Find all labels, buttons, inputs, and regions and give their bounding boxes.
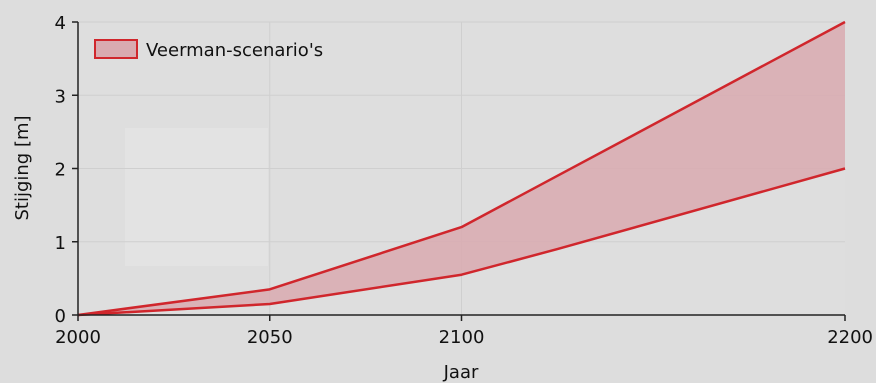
y-axis-title: Stijging [m] <box>12 115 33 220</box>
legend-swatch-veerman <box>95 40 137 58</box>
x-axis-title: Jaar <box>443 362 479 383</box>
y-tick-label-0: 0 <box>55 306 66 327</box>
y-tick-label-4: 4 <box>55 13 66 34</box>
legend-label-veerman: Veerman-scenario's <box>146 40 323 61</box>
x-tick-label-3: 2200 <box>827 327 873 348</box>
x-tick-label-2: 2100 <box>439 327 485 348</box>
y-tick-label-1: 1 <box>55 233 66 254</box>
x-tick-label-1: 2050 <box>247 327 293 348</box>
y-tick-label-2: 2 <box>55 160 66 181</box>
faint-overlay-box <box>125 128 268 266</box>
legend: Veerman-scenario's <box>95 40 323 61</box>
x-tick-label-0: 2000 <box>55 327 101 348</box>
y-tick-label-3: 3 <box>55 86 66 107</box>
